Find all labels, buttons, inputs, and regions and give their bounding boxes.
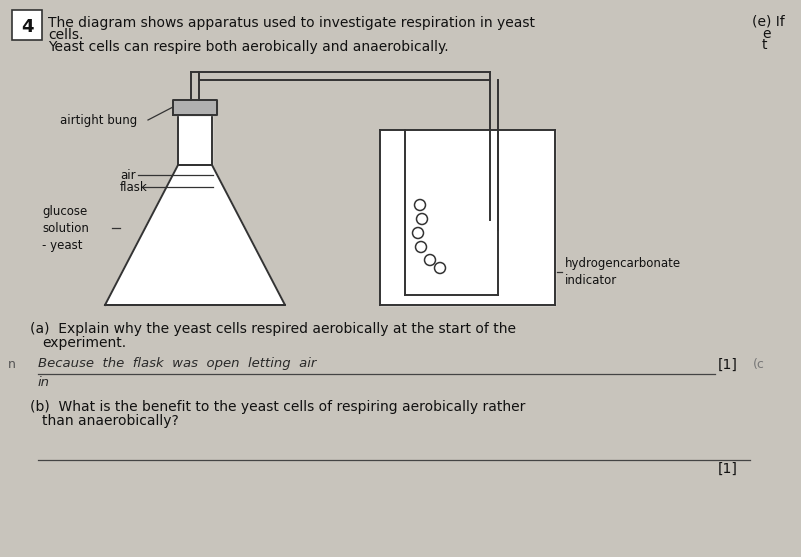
Text: n: n [8, 358, 16, 371]
Text: (c: (c [753, 358, 765, 371]
Text: [1]: [1] [718, 462, 738, 476]
Text: Because  the  flask  was  open  letting  air: Because the flask was open letting air [38, 357, 316, 370]
Text: (e) If: (e) If [752, 14, 785, 28]
Text: air: air [120, 169, 135, 182]
Text: [1]: [1] [718, 358, 738, 372]
Polygon shape [405, 130, 498, 295]
Text: hydrogencarbonate
indicator: hydrogencarbonate indicator [565, 257, 681, 287]
Text: The diagram shows apparatus used to investigate respiration in yeast: The diagram shows apparatus used to inve… [48, 16, 535, 30]
Polygon shape [380, 130, 555, 305]
Polygon shape [105, 165, 285, 305]
Text: Yeast cells can respire both aerobically and anaerobically.: Yeast cells can respire both aerobically… [48, 40, 449, 54]
Bar [12, 10, 42, 40]
Text: 4: 4 [21, 18, 34, 36]
Text: airtight bung: airtight bung [60, 114, 137, 126]
Text: experiment.: experiment. [42, 336, 126, 350]
Text: flask: flask [120, 180, 147, 193]
Text: than anaerobically?: than anaerobically? [42, 414, 179, 428]
Text: in: in [38, 376, 50, 389]
Text: e: e [762, 27, 771, 41]
Text: (a)  Explain why the yeast cells respired aerobically at the start of the: (a) Explain why the yeast cells respired… [30, 322, 516, 336]
Text: t: t [762, 38, 767, 52]
Text: cells.: cells. [48, 28, 83, 42]
Text: glucose
solution
- yeast: glucose solution - yeast [42, 204, 89, 252]
Polygon shape [178, 115, 212, 165]
Text: (b)  What is the benefit to the yeast cells of respiring aerobically rather: (b) What is the benefit to the yeast cel… [30, 400, 525, 414]
Polygon shape [173, 100, 217, 115]
